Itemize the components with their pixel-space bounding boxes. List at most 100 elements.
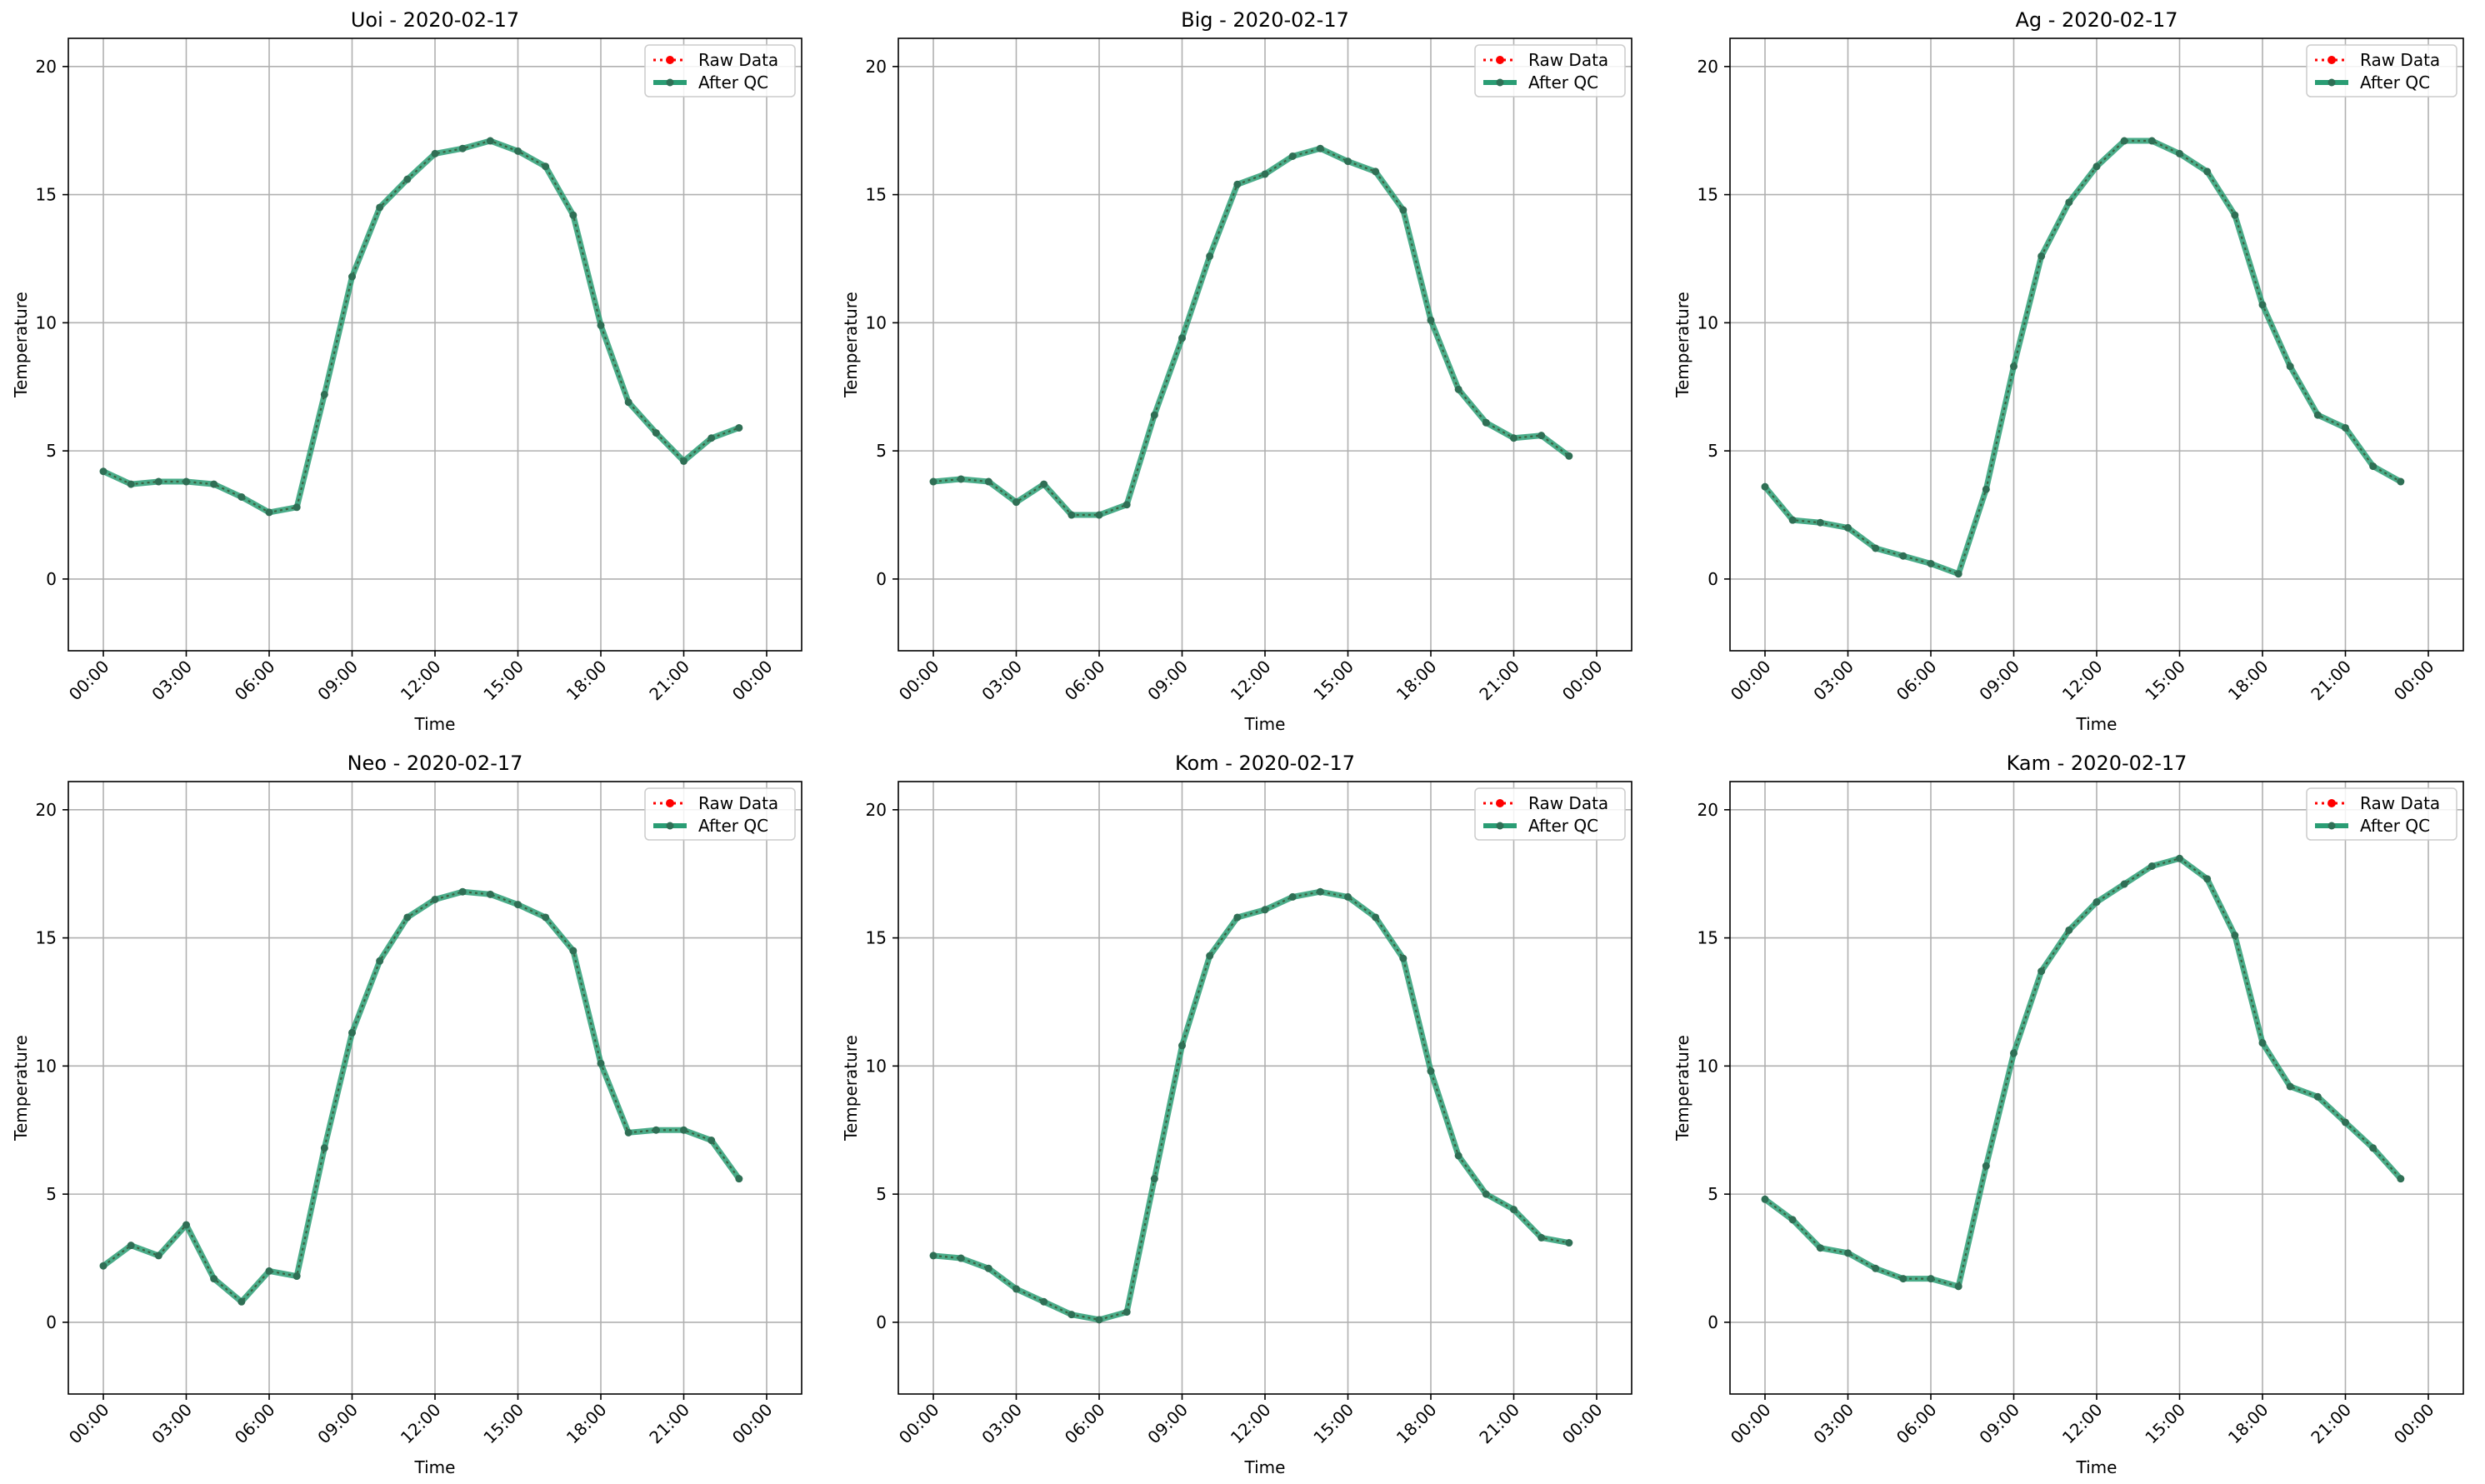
x-tick-label: 00:00 <box>2390 1400 2438 1448</box>
x-tick-label: 00:00 <box>1558 657 1607 705</box>
legend-raw-marker <box>1496 56 1504 64</box>
y-tick-label: 20 <box>866 57 887 77</box>
data-point <box>1288 152 1297 160</box>
y-tick-label: 20 <box>866 800 887 820</box>
x-axis-label: Time <box>414 714 456 734</box>
y-tick-label: 5 <box>1708 1184 1718 1204</box>
data-point <box>1788 1216 1797 1224</box>
y-tick-label: 0 <box>1708 569 1718 589</box>
y-axis-label: Temperature <box>841 292 861 398</box>
subplot-title: Ag - 2020-02-17 <box>2015 8 2178 32</box>
x-tick-label: 06:00 <box>1061 657 1109 705</box>
y-tick-label: 0 <box>46 569 57 589</box>
subplot-title: Uoi - 2020-02-17 <box>351 8 519 32</box>
data-point <box>1399 954 1408 962</box>
data-point <box>2038 252 2046 260</box>
data-point <box>265 508 273 517</box>
data-point <box>1816 518 1824 527</box>
data-point <box>1095 511 1103 519</box>
x-tick-label: 18:00 <box>562 657 611 705</box>
x-tick-label: 09:00 <box>313 657 362 705</box>
x-tick-label: 12:00 <box>2058 1400 2107 1448</box>
data-point <box>1427 316 1435 324</box>
legend-raw-marker <box>666 799 674 807</box>
data-point <box>1316 144 1324 152</box>
data-point <box>2231 932 2239 940</box>
data-point <box>1565 452 1573 460</box>
x-tick-label: 00:00 <box>1727 1400 1775 1448</box>
legend-qc-marker <box>666 822 674 830</box>
legend-raw-label: Raw Data <box>1528 50 1608 70</box>
subplot-title: Kam - 2020-02-17 <box>2007 752 2188 775</box>
x-axis-label: Time <box>2076 714 2118 734</box>
legend-qc-label: After QC <box>1528 816 1598 836</box>
data-point <box>1068 511 1076 519</box>
x-tick-label: 21:00 <box>1475 1400 1523 1448</box>
data-point <box>376 957 384 965</box>
y-axis-label: Temperature <box>11 1035 31 1142</box>
data-point <box>1095 1316 1103 1324</box>
data-point <box>2092 162 2101 171</box>
data-point <box>1206 952 1214 960</box>
y-axis-label: Temperature <box>1672 292 1692 398</box>
data-point <box>1372 167 1380 176</box>
data-point <box>1816 1244 1824 1252</box>
data-point <box>1954 570 1962 578</box>
data-point <box>2397 1175 2405 1183</box>
data-point <box>1178 1042 1186 1050</box>
data-point <box>1899 1275 1908 1283</box>
data-point <box>1454 1152 1462 1160</box>
y-tick-label: 20 <box>1698 800 1718 820</box>
legend-qc-label: After QC <box>698 72 768 92</box>
x-tick-label: 00:00 <box>728 657 777 705</box>
series-raw-data-line <box>102 139 740 514</box>
data-point <box>569 947 578 955</box>
y-axis-label: Temperature <box>11 292 31 398</box>
data-point <box>1761 1195 1769 1203</box>
data-point <box>2148 862 2156 870</box>
x-tick-label: 03:00 <box>978 1400 1026 1448</box>
x-tick-label: 09:00 <box>1143 657 1192 705</box>
x-tick-label: 09:00 <box>1975 657 2023 705</box>
data-point <box>2203 167 2212 176</box>
legend-qc-marker <box>666 78 674 87</box>
axes-frame <box>1729 37 2464 652</box>
data-point <box>1288 892 1297 901</box>
data-point <box>1233 913 1242 922</box>
data-point <box>1538 1233 1546 1242</box>
data-point <box>458 887 467 896</box>
data-point <box>514 901 522 909</box>
x-tick-label: 18:00 <box>2224 657 2272 705</box>
legend-qc-label: After QC <box>1528 72 1598 92</box>
subplot-6: 00:00 03:00 06:00 09:00 12:00 15:00 18:00 21:00… <box>1672 752 2464 1477</box>
series-raw-data-line <box>1764 857 2402 1288</box>
y-tick-label: 15 <box>36 185 57 205</box>
data-point <box>1040 480 1048 488</box>
axes-frame <box>68 37 802 652</box>
data-point <box>431 149 439 157</box>
data-point <box>1399 206 1408 214</box>
data-point <box>680 1126 688 1134</box>
x-tick-label: 03:00 <box>148 657 196 705</box>
data-point <box>1068 1311 1076 1319</box>
data-point <box>2231 211 2239 219</box>
data-point <box>1844 523 1852 532</box>
data-point <box>984 1264 992 1272</box>
y-tick-label: 20 <box>1698 57 1718 77</box>
x-tick-label: 12:00 <box>2058 657 2107 705</box>
x-axis-label: Time <box>1244 1457 1286 1477</box>
data-point <box>210 1275 218 1283</box>
data-point <box>99 467 108 476</box>
data-point <box>1122 501 1131 509</box>
data-point <box>2313 411 2322 419</box>
data-point <box>182 477 190 486</box>
data-point <box>1206 252 1214 260</box>
data-point <box>154 477 162 486</box>
legend-qc-label: After QC <box>2360 72 2430 92</box>
data-point <box>238 1297 246 1306</box>
y-tick-label: 0 <box>876 569 887 589</box>
y-tick-label: 15 <box>866 185 887 205</box>
